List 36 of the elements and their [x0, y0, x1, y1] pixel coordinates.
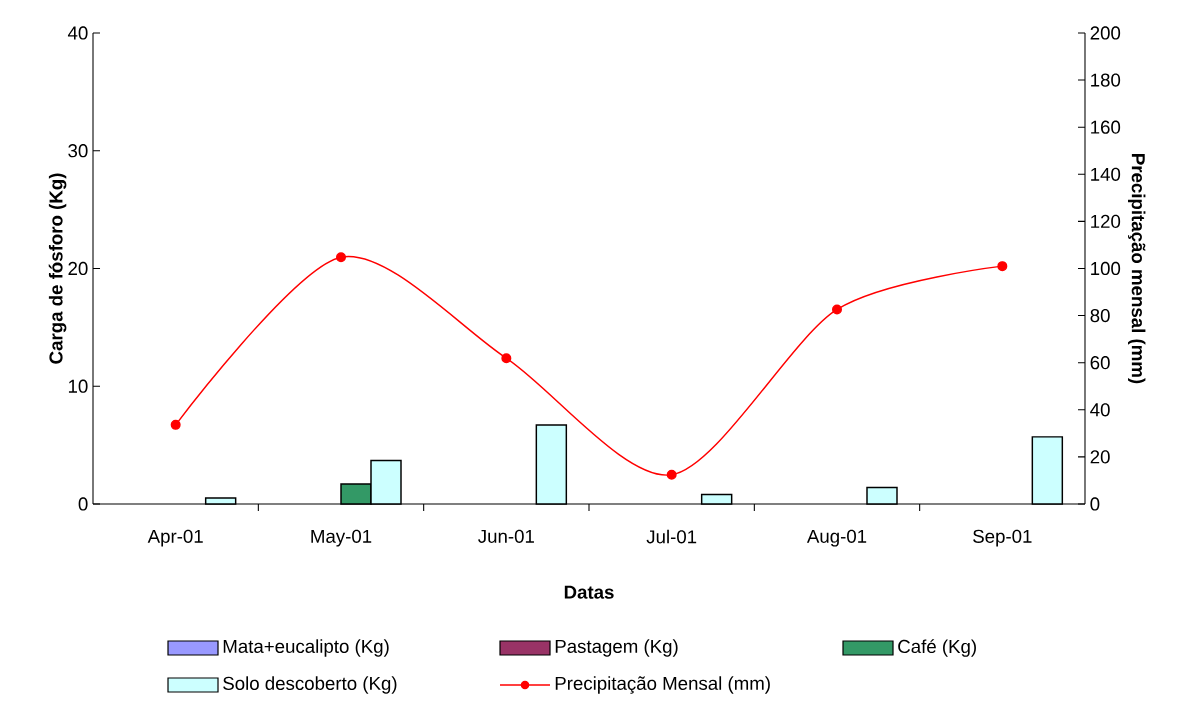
y2-tick-label: 40	[1090, 403, 1110, 417]
legend-label: Café (Kg)	[898, 639, 976, 657]
point	[501, 353, 512, 364]
y2-tick-label: 120	[1091, 214, 1121, 228]
point	[997, 261, 1008, 272]
y2-tick-label: 160	[1091, 120, 1121, 134]
y2-tick-label: 200	[1090, 26, 1121, 40]
legend-label: Mata+eucalipto (Kg)	[223, 639, 389, 657]
x-tick-label: Apr-01	[147, 529, 203, 547]
y-tick-label: 40	[67, 26, 88, 40]
y2-axis-title: Precipitação mensal (mm)	[1128, 154, 1146, 384]
y2-tick-label: 180	[1091, 73, 1121, 87]
x-tick-label: Jun-01	[478, 529, 534, 543]
y-tick-label: 30	[68, 144, 88, 158]
y2-tick-label: 0	[1090, 497, 1100, 511]
y-tick-label: 10	[68, 379, 88, 393]
y2-tick-label: 60	[1090, 356, 1110, 370]
legend-label: Precipitação Mensal (mm)	[555, 676, 770, 694]
y-axis-title: Carga de fósforo (Kg)	[48, 173, 67, 364]
y2-tick-label: 140	[1091, 167, 1121, 181]
y2-tick-label: 100	[1091, 261, 1121, 276]
y2-tick-label: 20	[1090, 450, 1110, 464]
x-tick-label: Sep-01	[973, 529, 1032, 547]
legend-label: Solo descoberto (Kg)	[223, 676, 397, 694]
x-tick-label: Aug-01	[806, 529, 867, 547]
x-tick-label: Jul-01	[646, 529, 697, 544]
point	[832, 304, 843, 315]
y2-tick-label: 80	[1090, 308, 1110, 323]
x-axis-title: Datas	[564, 585, 614, 599]
point	[666, 469, 677, 480]
y-tick-label: 20	[68, 261, 88, 276]
legend-label: Pastagem (Kg)	[555, 639, 678, 657]
y-tick-label: 0	[78, 497, 88, 511]
point	[336, 252, 347, 263]
x-tick-label: May-01	[311, 529, 372, 547]
point	[170, 419, 181, 430]
